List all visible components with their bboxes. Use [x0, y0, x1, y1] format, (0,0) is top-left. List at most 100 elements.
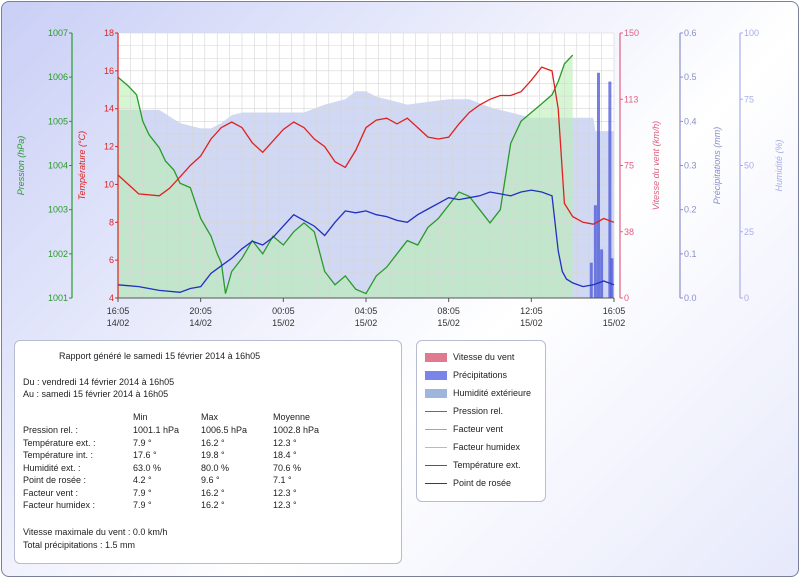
x-tick-label-date: 15/02	[272, 318, 295, 328]
total-rain-text: Total précipitations : 1.5 mm	[23, 540, 136, 550]
x-tick-label-date: 15/02	[437, 318, 460, 328]
report-cell-avg: 70.6 %	[273, 462, 302, 473]
legend-item: Humidité extérieure	[425, 387, 531, 399]
rain-tick-label: 0.0	[684, 293, 697, 303]
legend-label: Facteur vent	[453, 424, 504, 434]
rain-bar	[597, 72, 600, 298]
report-cell-min: 63.0 %	[133, 462, 162, 473]
report-cell-max: 16.2 °	[201, 487, 225, 498]
legend-item: Facteur humidex	[425, 441, 520, 453]
x-tick-label-date: 15/02	[520, 318, 543, 328]
legend-swatch	[425, 388, 447, 398]
report-cell-avg: 18.4 °	[273, 450, 297, 460]
legend-label: Pression rel.	[453, 406, 504, 416]
legend-item: Point de rosée	[425, 477, 511, 489]
legend-label: Humidité extérieure	[453, 388, 532, 398]
rain-bar	[600, 249, 604, 298]
rain-tick-label: 0.2	[684, 205, 697, 215]
legend-label: Précipitations	[453, 370, 508, 380]
report-to: Au : samedi 15 février 2014 à 16h05	[23, 389, 169, 399]
header-min: Min	[133, 412, 148, 422]
wind-tick-label: 38	[624, 227, 634, 237]
report-cell-avg: 12.3 °	[273, 500, 297, 510]
temperature-line	[117, 66, 615, 225]
humidity-tick-label: 100	[744, 28, 759, 38]
report-panel: Rapport généré le samedi 15 février 2014…	[14, 340, 402, 564]
legend-label: Vitesse du vent	[453, 352, 515, 362]
report-cell-label: Facteur humidex :	[23, 500, 96, 510]
report-cell-min: 7.9 °	[133, 500, 152, 510]
report-cell-avg: 7.1 °	[273, 475, 292, 485]
report-cell-min: 17.6 °	[133, 450, 157, 460]
legend-swatch	[425, 446, 447, 448]
temperature-tick-label: 10	[104, 179, 114, 189]
wind-axis-label: Vitesse du vent (km/h)	[651, 121, 661, 210]
x-tick-label-time: 12:05	[520, 306, 543, 316]
legend-swatch	[425, 352, 447, 362]
x-tick-label-time: 04:05	[355, 306, 378, 316]
pressure-tick-label: 1001	[48, 293, 68, 303]
rain-tick-label: 0.5	[684, 72, 697, 82]
rain-bar	[610, 258, 614, 298]
pressure-area	[118, 55, 573, 298]
legend-swatch	[425, 482, 447, 484]
rain-bar	[589, 262, 593, 298]
report-cell-avg: 12.3 °	[273, 437, 297, 448]
legend-swatch	[425, 464, 447, 466]
header-max: Max	[201, 412, 219, 422]
report-cell-avg: 1002.8 hPa	[273, 425, 320, 435]
rain-axis-label: Précipitations (mm)	[712, 127, 722, 205]
report-cell-max: 80.0 %	[201, 462, 230, 473]
rain-bar	[593, 205, 597, 298]
pressure-tick-label: 1003	[48, 205, 68, 215]
temperature-tick-label: 4	[109, 293, 114, 303]
x-tick-label-time: 16:05	[107, 306, 130, 316]
pressure-tick-label: 1007	[48, 28, 68, 38]
max-wind-text: Vitesse maximale du vent : 0.0 km/h	[23, 527, 168, 537]
temperature-tick-label: 16	[104, 66, 114, 76]
legend-label: Point de rosée	[453, 478, 512, 488]
humidity-tick-label: 0	[744, 293, 749, 303]
humidity-tick-label: 25	[744, 227, 754, 237]
temperature-tick-label: 6	[109, 255, 114, 265]
rain-tick-label: 0.4	[684, 116, 697, 126]
report-cell-label: Humidité ext. :	[23, 462, 81, 473]
report-cell-min: 7.9 °	[133, 437, 152, 448]
legend-swatch	[425, 410, 447, 412]
report-cell-label: Facteur vent :	[23, 487, 79, 498]
pressure-tick-label: 1002	[48, 249, 68, 259]
pressure-tick-label: 1006	[48, 72, 68, 82]
header-avg: Moyenne	[273, 412, 311, 422]
legend-label: Température ext.	[453, 460, 521, 470]
report-cell-max: 16.2 °	[201, 500, 225, 510]
rain-tick-label: 0.1	[684, 249, 697, 259]
wind-tick-label: 150	[624, 28, 639, 38]
x-tick-label-time: 16:05	[603, 306, 626, 316]
legend-item: Facteur vent	[425, 423, 503, 435]
humidity-tick-label: 75	[744, 94, 754, 104]
x-tick-label-time: 20:05	[189, 306, 212, 316]
report-cell-max: 16.2 °	[201, 437, 225, 448]
rain-tick-label: 0.3	[684, 161, 697, 171]
report-cell-label: Température int. :	[23, 450, 94, 460]
rain-tick-label: 0.6	[684, 28, 697, 38]
legend-swatch	[425, 428, 447, 430]
temperature-tick-label: 14	[104, 104, 114, 114]
pressure-tick-label: 1005	[48, 116, 68, 126]
dewpoint-line	[117, 189, 615, 293]
legend-swatch	[425, 370, 447, 380]
legend-label: Facteur humidex	[453, 442, 521, 452]
pressure-line	[117, 54, 574, 295]
chart-legend: Vitesse du vent Précipitations Humidité ex…	[416, 340, 546, 502]
report-cell-max: 1006.5 hPa	[201, 425, 248, 435]
x-tick-label-time: 00:05	[272, 306, 295, 316]
report-cell-label: Point de rosée :	[23, 475, 87, 485]
x-tick-label-date: 15/02	[603, 318, 626, 328]
x-tick-label-time: 08:05	[437, 306, 460, 316]
legend-item: Pression rel.	[425, 405, 503, 417]
temperature-tick-label: 12	[104, 142, 114, 152]
legend-item: Vitesse du vent	[425, 351, 514, 363]
report-cell-max: 19.8 °	[201, 450, 225, 460]
